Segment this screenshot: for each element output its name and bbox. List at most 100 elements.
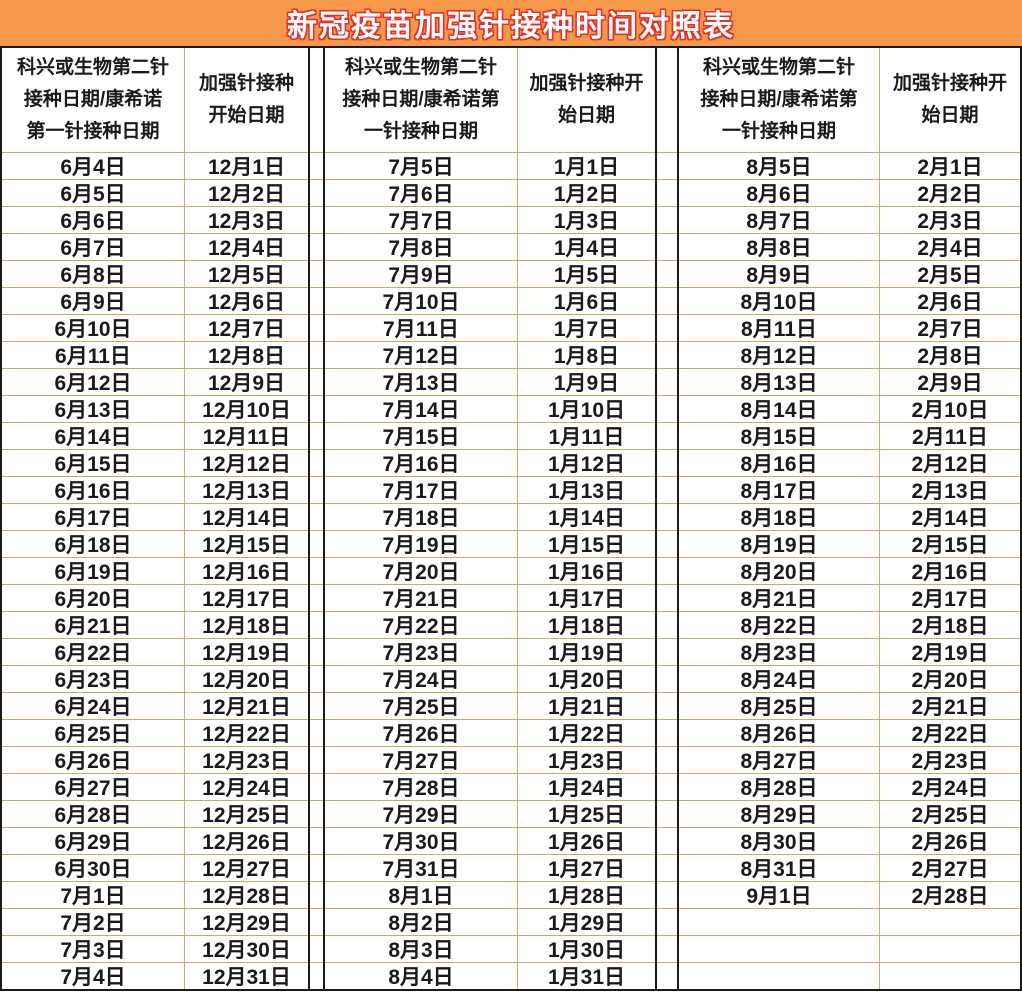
booster-date-cell: 1月28日 — [517, 881, 655, 908]
booster-date-cell: 2月17日 — [879, 584, 1020, 611]
dose-date-cell: 6月29日 — [2, 827, 184, 854]
dose-date-cell: 8月23日 — [679, 638, 879, 665]
booster-date-cell: 1月31日 — [517, 962, 655, 989]
dose-date-cell: 6月23日 — [2, 665, 184, 692]
booster-date-cell: 2月28日 — [879, 881, 1020, 908]
dose-date-cell: 6月7日 — [2, 233, 184, 260]
dose-date-cell: 7月15日 — [325, 422, 517, 449]
dose-date-cell: 8月25日 — [679, 692, 879, 719]
dose-date-cell: 7月24日 — [325, 665, 517, 692]
dose-date-cell: 7月16日 — [325, 449, 517, 476]
booster-date-cell: 12月4日 — [184, 233, 308, 260]
dose-date-cell: 7月1日 — [2, 881, 184, 908]
separator-cell — [310, 935, 323, 962]
separator-cell — [310, 800, 323, 827]
separator-cell — [310, 854, 323, 881]
dose-date-cell: 7月27日 — [325, 746, 517, 773]
dose-date-cell: 8月20日 — [679, 557, 879, 584]
dose-date-cell: 8月2日 — [325, 908, 517, 935]
booster-date-cell: 12月3日 — [184, 206, 308, 233]
dose-date-cell: 8月17日 — [679, 476, 879, 503]
booster-date-cell: 1月6日 — [517, 287, 655, 314]
dose-date-cell: 6月17日 — [2, 503, 184, 530]
booster-date-cell: 12月28日 — [184, 881, 308, 908]
dose-date-cell: 8月6日 — [679, 179, 879, 206]
booster-date-cell: 12月30日 — [184, 935, 308, 962]
dose-date-cell: 6月13日 — [2, 395, 184, 422]
booster-date-cell: 2月19日 — [879, 638, 1020, 665]
dose-date-cell: 8月22日 — [679, 611, 879, 638]
separator-cell — [310, 476, 323, 503]
booster-date-cell: 1月16日 — [517, 557, 655, 584]
booster-date-cell: 1月24日 — [517, 773, 655, 800]
dose-date-cell: 8月11日 — [679, 314, 879, 341]
booster-date-cell: 2月6日 — [879, 287, 1020, 314]
dose-date-cell: 6月8日 — [2, 260, 184, 287]
separator-cell — [657, 665, 677, 692]
dose-date-cell: 6月6日 — [2, 206, 184, 233]
dose-date-cell: 6月20日 — [2, 584, 184, 611]
booster-date-cell: 12月19日 — [184, 638, 308, 665]
booster-date-cell: 2月25日 — [879, 800, 1020, 827]
booster-date-cell: 1月8日 — [517, 341, 655, 368]
separator-cell — [310, 557, 323, 584]
separator-cell — [310, 233, 323, 260]
dose-date-cell: 8月31日 — [679, 854, 879, 881]
dose-date-cell: 6月5日 — [2, 179, 184, 206]
dose-date-cell: 8月13日 — [679, 368, 879, 395]
separator-cell — [310, 503, 323, 530]
dose-date-cell: 7月22日 — [325, 611, 517, 638]
booster-date-cell: 2月2日 — [879, 179, 1020, 206]
title-bar: 新冠疫苗加强针接种时间对照表 — [0, 0, 1022, 46]
separator-cell — [657, 935, 677, 962]
dose-date-cell: 8月12日 — [679, 341, 879, 368]
booster-date-cell: 1月18日 — [517, 611, 655, 638]
separator-column — [310, 48, 323, 989]
dose-date-cell: 6月19日 — [2, 557, 184, 584]
dose-date-cell: 6月25日 — [2, 719, 184, 746]
booster-date-cell: 12月12日 — [184, 449, 308, 476]
booster-date-cell: 2月11日 — [879, 422, 1020, 449]
dose-date-cell: 8月19日 — [679, 530, 879, 557]
separator-cell — [657, 260, 677, 287]
separator-cell — [310, 152, 323, 179]
dose-date-cell: 7月31日 — [325, 854, 517, 881]
dose-date-cell: 7月21日 — [325, 584, 517, 611]
dose-date-cell — [679, 962, 879, 989]
separator-cell — [657, 476, 677, 503]
booster-date-cell — [879, 935, 1020, 962]
separator-cell — [657, 773, 677, 800]
booster-date-cell: 1月3日 — [517, 206, 655, 233]
separator-cell — [657, 395, 677, 422]
dose-date-cell: 7月13日 — [325, 368, 517, 395]
separator-cell — [657, 152, 677, 179]
dose-date-cell: 6月26日 — [2, 746, 184, 773]
separator-cell — [310, 692, 323, 719]
dose-date-cell: 7月23日 — [325, 638, 517, 665]
booster-date-cell: 1月26日 — [517, 827, 655, 854]
dose-date-cell: 7月28日 — [325, 773, 517, 800]
dose-date-cell: 8月28日 — [679, 773, 879, 800]
booster-date-cell: 1月7日 — [517, 314, 655, 341]
separator-column — [657, 48, 677, 989]
booster-date-cell: 2月10日 — [879, 395, 1020, 422]
dose-date-cell: 7月30日 — [325, 827, 517, 854]
separator-cell — [310, 341, 323, 368]
booster-date-cell: 1月15日 — [517, 530, 655, 557]
dose-date-cell: 7月10日 — [325, 287, 517, 314]
booster-date-cell: 1月17日 — [517, 584, 655, 611]
booster-date-cell: 12月31日 — [184, 962, 308, 989]
booster-date-cell: 1月4日 — [517, 233, 655, 260]
dose-date-cell: 7月18日 — [325, 503, 517, 530]
booster-date-cell: 1月25日 — [517, 800, 655, 827]
separator-cell — [657, 233, 677, 260]
dose-header-cell: 科兴或生物第二针 接种日期/康希诺第 一针接种日期 — [325, 48, 517, 152]
booster-date-cell: 2月13日 — [879, 476, 1020, 503]
dose-date-cell: 6月22日 — [2, 638, 184, 665]
booster-date-cell: 1月19日 — [517, 638, 655, 665]
separator-cell — [310, 611, 323, 638]
booster-date-cell: 1月5日 — [517, 260, 655, 287]
booster-date-cell: 2月7日 — [879, 314, 1020, 341]
dose-date-cell: 6月24日 — [2, 692, 184, 719]
